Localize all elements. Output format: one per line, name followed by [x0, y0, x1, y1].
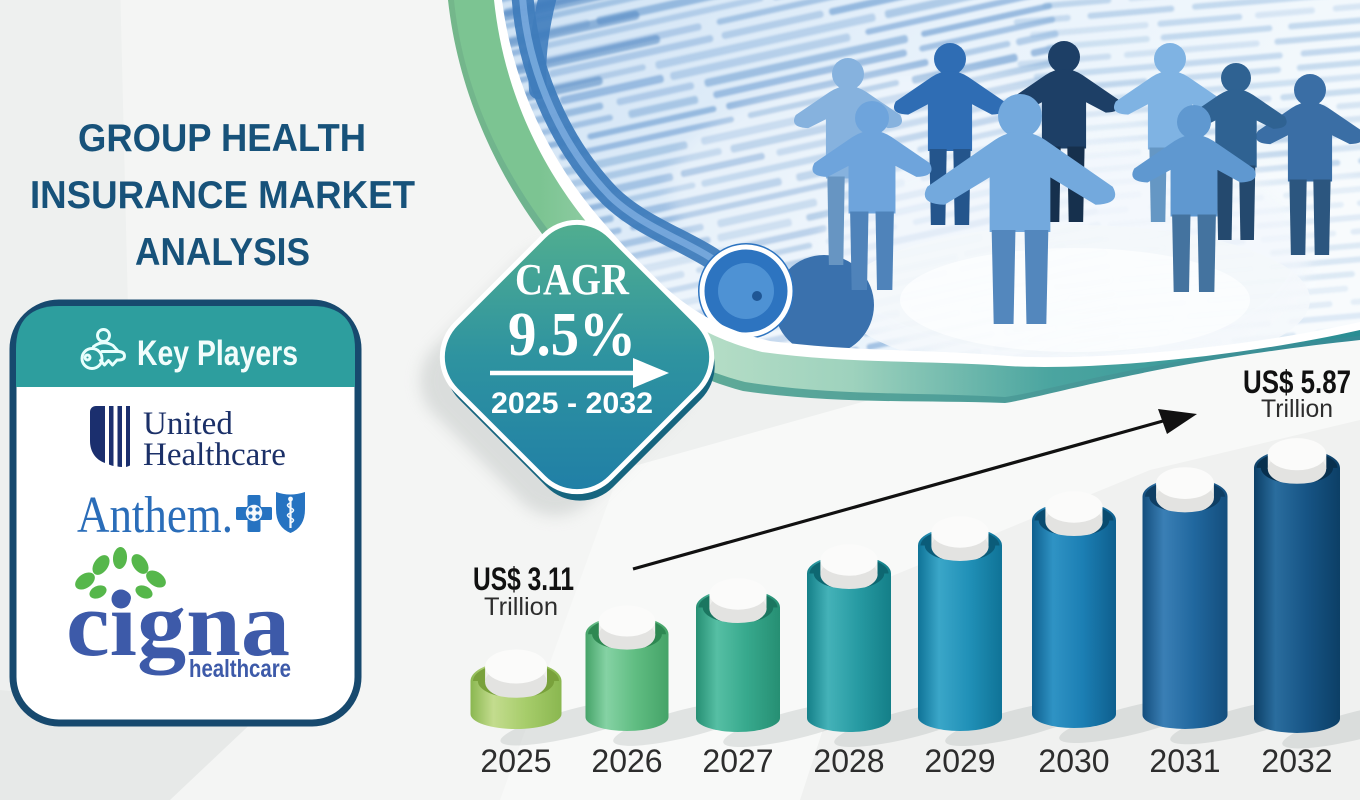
svg-text:Healthcare: Healthcare — [143, 437, 286, 473]
svg-text:Anthem.: Anthem. — [77, 487, 233, 544]
svg-text:2027: 2027 — [702, 743, 773, 779]
svg-text:United: United — [143, 406, 233, 442]
svg-text:2030: 2030 — [1038, 743, 1109, 779]
svg-text:CAGR: CAGR — [515, 255, 630, 304]
svg-text:INSURANCE MARKET: INSURANCE MARKET — [30, 174, 415, 217]
svg-text:2029: 2029 — [924, 743, 995, 779]
svg-text:2031: 2031 — [1149, 743, 1220, 779]
svg-text:Trillion: Trillion — [484, 593, 558, 621]
svg-text:2026: 2026 — [591, 743, 662, 779]
svg-text:GROUP HEALTH: GROUP HEALTH — [78, 117, 366, 160]
svg-text:Trillion: Trillion — [1261, 395, 1333, 423]
svg-text:cigna: cigna — [66, 573, 290, 675]
svg-text:2025 - 2032: 2025 - 2032 — [491, 387, 653, 420]
svg-text:US$ 5.87: US$ 5.87 — [1243, 364, 1351, 400]
svg-text:US$ 3.11: US$ 3.11 — [473, 561, 574, 597]
svg-text:2028: 2028 — [813, 743, 884, 779]
svg-text:healthcare: healthcare — [189, 655, 291, 683]
svg-text:2032: 2032 — [1261, 743, 1332, 779]
svg-text:9.5%: 9.5% — [508, 301, 636, 369]
svg-text:2025: 2025 — [480, 743, 551, 779]
svg-text:Key Players: Key Players — [137, 334, 298, 373]
svg-text:ANALYSIS: ANALYSIS — [135, 231, 310, 274]
